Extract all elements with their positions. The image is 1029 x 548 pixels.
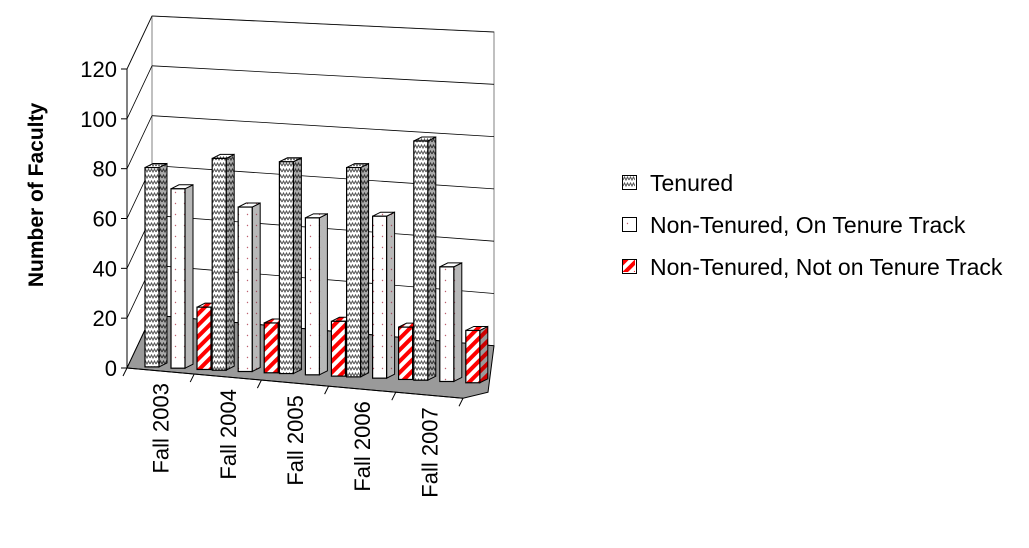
bar-Non-Tenured, Not on Tenure Track-Fall 2003 bbox=[196, 306, 212, 371]
bar-Non-Tenured, On Tenure Track-Fall 2003 bbox=[170, 188, 186, 369]
legend-item-on-tenure-track: Non-Tenured, On Tenure Track bbox=[622, 210, 1022, 240]
bar-Tenured-Fall 2006 bbox=[346, 166, 362, 378]
legend-item-not-on-tenure-track: Non-Tenured, Not on Tenure Track bbox=[622, 252, 1022, 282]
x-category-label: Fall 2007 bbox=[417, 407, 442, 498]
y-tick-label: 60 bbox=[93, 207, 117, 232]
x-category-label: Fall 2005 bbox=[283, 395, 308, 486]
bar-side-Tenured-Fall 2005 bbox=[292, 156, 302, 375]
bar-Non-Tenured, Not on Tenure Track-Fall 2005 bbox=[330, 320, 346, 377]
gridline-side bbox=[126, 115, 153, 169]
bar-side-Tenured-Fall 2003 bbox=[158, 162, 168, 368]
bar-Non-Tenured, On Tenure Track-Fall 2004 bbox=[237, 206, 253, 373]
gridline-side bbox=[126, 65, 153, 120]
bar-Tenured-Fall 2004 bbox=[211, 157, 227, 371]
x-category-labels: Fall 2003 Fall 2004 Fall 2005 Fall 2006 Fall… bbox=[149, 383, 443, 498]
y-tick-labels: 0 20 40 60 80 100 120 bbox=[80, 57, 127, 381]
bar-Non-Tenured, Not on Tenure Track-Fall 2006 bbox=[398, 326, 414, 381]
legend: Tenured Non-Tenured, On Tenure Track Non… bbox=[622, 168, 1022, 294]
x-tick-mark bbox=[391, 391, 397, 401]
legend-swatch-on-tenure-track bbox=[622, 217, 637, 232]
y-axis-label: Number of Faculty bbox=[25, 103, 48, 288]
bar-Tenured-Fall 2007 bbox=[413, 140, 429, 381]
bar-side-Tenured-Fall 2006 bbox=[360, 162, 370, 378]
bar-Non-Tenured, On Tenure Track-Fall 2007 bbox=[439, 266, 455, 383]
x-axis-line bbox=[126, 367, 464, 399]
bar-Non-Tenured, Not on Tenure Track-Fall 2007 bbox=[465, 329, 481, 384]
legend-label-not-on-tenure-track: Non-Tenured, Not on Tenure Track bbox=[650, 254, 1003, 280]
gridline bbox=[151, 165, 495, 190]
bar-side-Tenured-Fall 2007 bbox=[427, 136, 437, 382]
x-category-label: Fall 2004 bbox=[216, 389, 241, 480]
legend-label-tenured: Tenured bbox=[650, 170, 734, 196]
bar-side-Non-Tenured, On Tenure Track-Fall 2004 bbox=[251, 202, 261, 373]
y-tick-label: 80 bbox=[93, 157, 117, 182]
legend-item-tenured: Tenured bbox=[622, 168, 1022, 198]
gridline-side bbox=[126, 15, 153, 70]
y-tick-label: 40 bbox=[93, 256, 117, 281]
bar-side-Non-Tenured, Not on Tenure Track-Fall 2007 bbox=[479, 325, 489, 384]
bars-layer bbox=[144, 136, 489, 384]
x-tick-mark bbox=[189, 373, 195, 383]
x-tick-mark bbox=[256, 379, 262, 389]
gridline bbox=[151, 65, 495, 85]
bar-Non-Tenured, On Tenure Track-Fall 2006 bbox=[372, 215, 388, 379]
y-tick-label: 100 bbox=[80, 107, 117, 132]
bar-side-Non-Tenured, On Tenure Track-Fall 2006 bbox=[386, 211, 396, 379]
y-tick-label: 0 bbox=[105, 356, 117, 381]
bar-Non-Tenured, On Tenure Track-Fall 2005 bbox=[304, 217, 320, 376]
x-category-label: Fall 2006 bbox=[350, 401, 375, 492]
gridline bbox=[151, 115, 495, 137]
bar-side-Non-Tenured, On Tenure Track-Fall 2003 bbox=[184, 183, 194, 369]
bar-Tenured-Fall 2005 bbox=[278, 161, 294, 375]
x-category-label: Fall 2003 bbox=[149, 383, 174, 474]
legend-swatch-tenured bbox=[622, 175, 637, 190]
bar-side-Non-Tenured, On Tenure Track-Fall 2007 bbox=[453, 262, 463, 383]
bar-side-Tenured-Fall 2004 bbox=[225, 153, 235, 372]
legend-label-on-tenure-track: Non-Tenured, On Tenure Track bbox=[650, 212, 966, 238]
legend-swatch-not-on-tenure-track bbox=[622, 259, 637, 274]
y-tick-label: 20 bbox=[93, 306, 117, 331]
x-tick-mark bbox=[458, 398, 464, 407]
gridline bbox=[151, 15, 495, 33]
x-tick-mark bbox=[324, 385, 330, 395]
bar-Tenured-Fall 2003 bbox=[144, 166, 160, 368]
y-tick-label: 120 bbox=[80, 57, 117, 82]
bar-Non-Tenured, Not on Tenure Track-Fall 2004 bbox=[263, 322, 279, 374]
x-tick-mark bbox=[122, 367, 128, 377]
bar-side-Non-Tenured, On Tenure Track-Fall 2005 bbox=[318, 213, 328, 376]
